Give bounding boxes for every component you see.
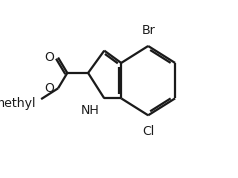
Text: O: O bbox=[44, 51, 54, 64]
Text: Br: Br bbox=[141, 24, 155, 37]
Text: O: O bbox=[44, 82, 54, 95]
Text: Cl: Cl bbox=[142, 125, 154, 138]
Text: NH: NH bbox=[81, 104, 100, 117]
Text: methyl: methyl bbox=[0, 97, 36, 110]
